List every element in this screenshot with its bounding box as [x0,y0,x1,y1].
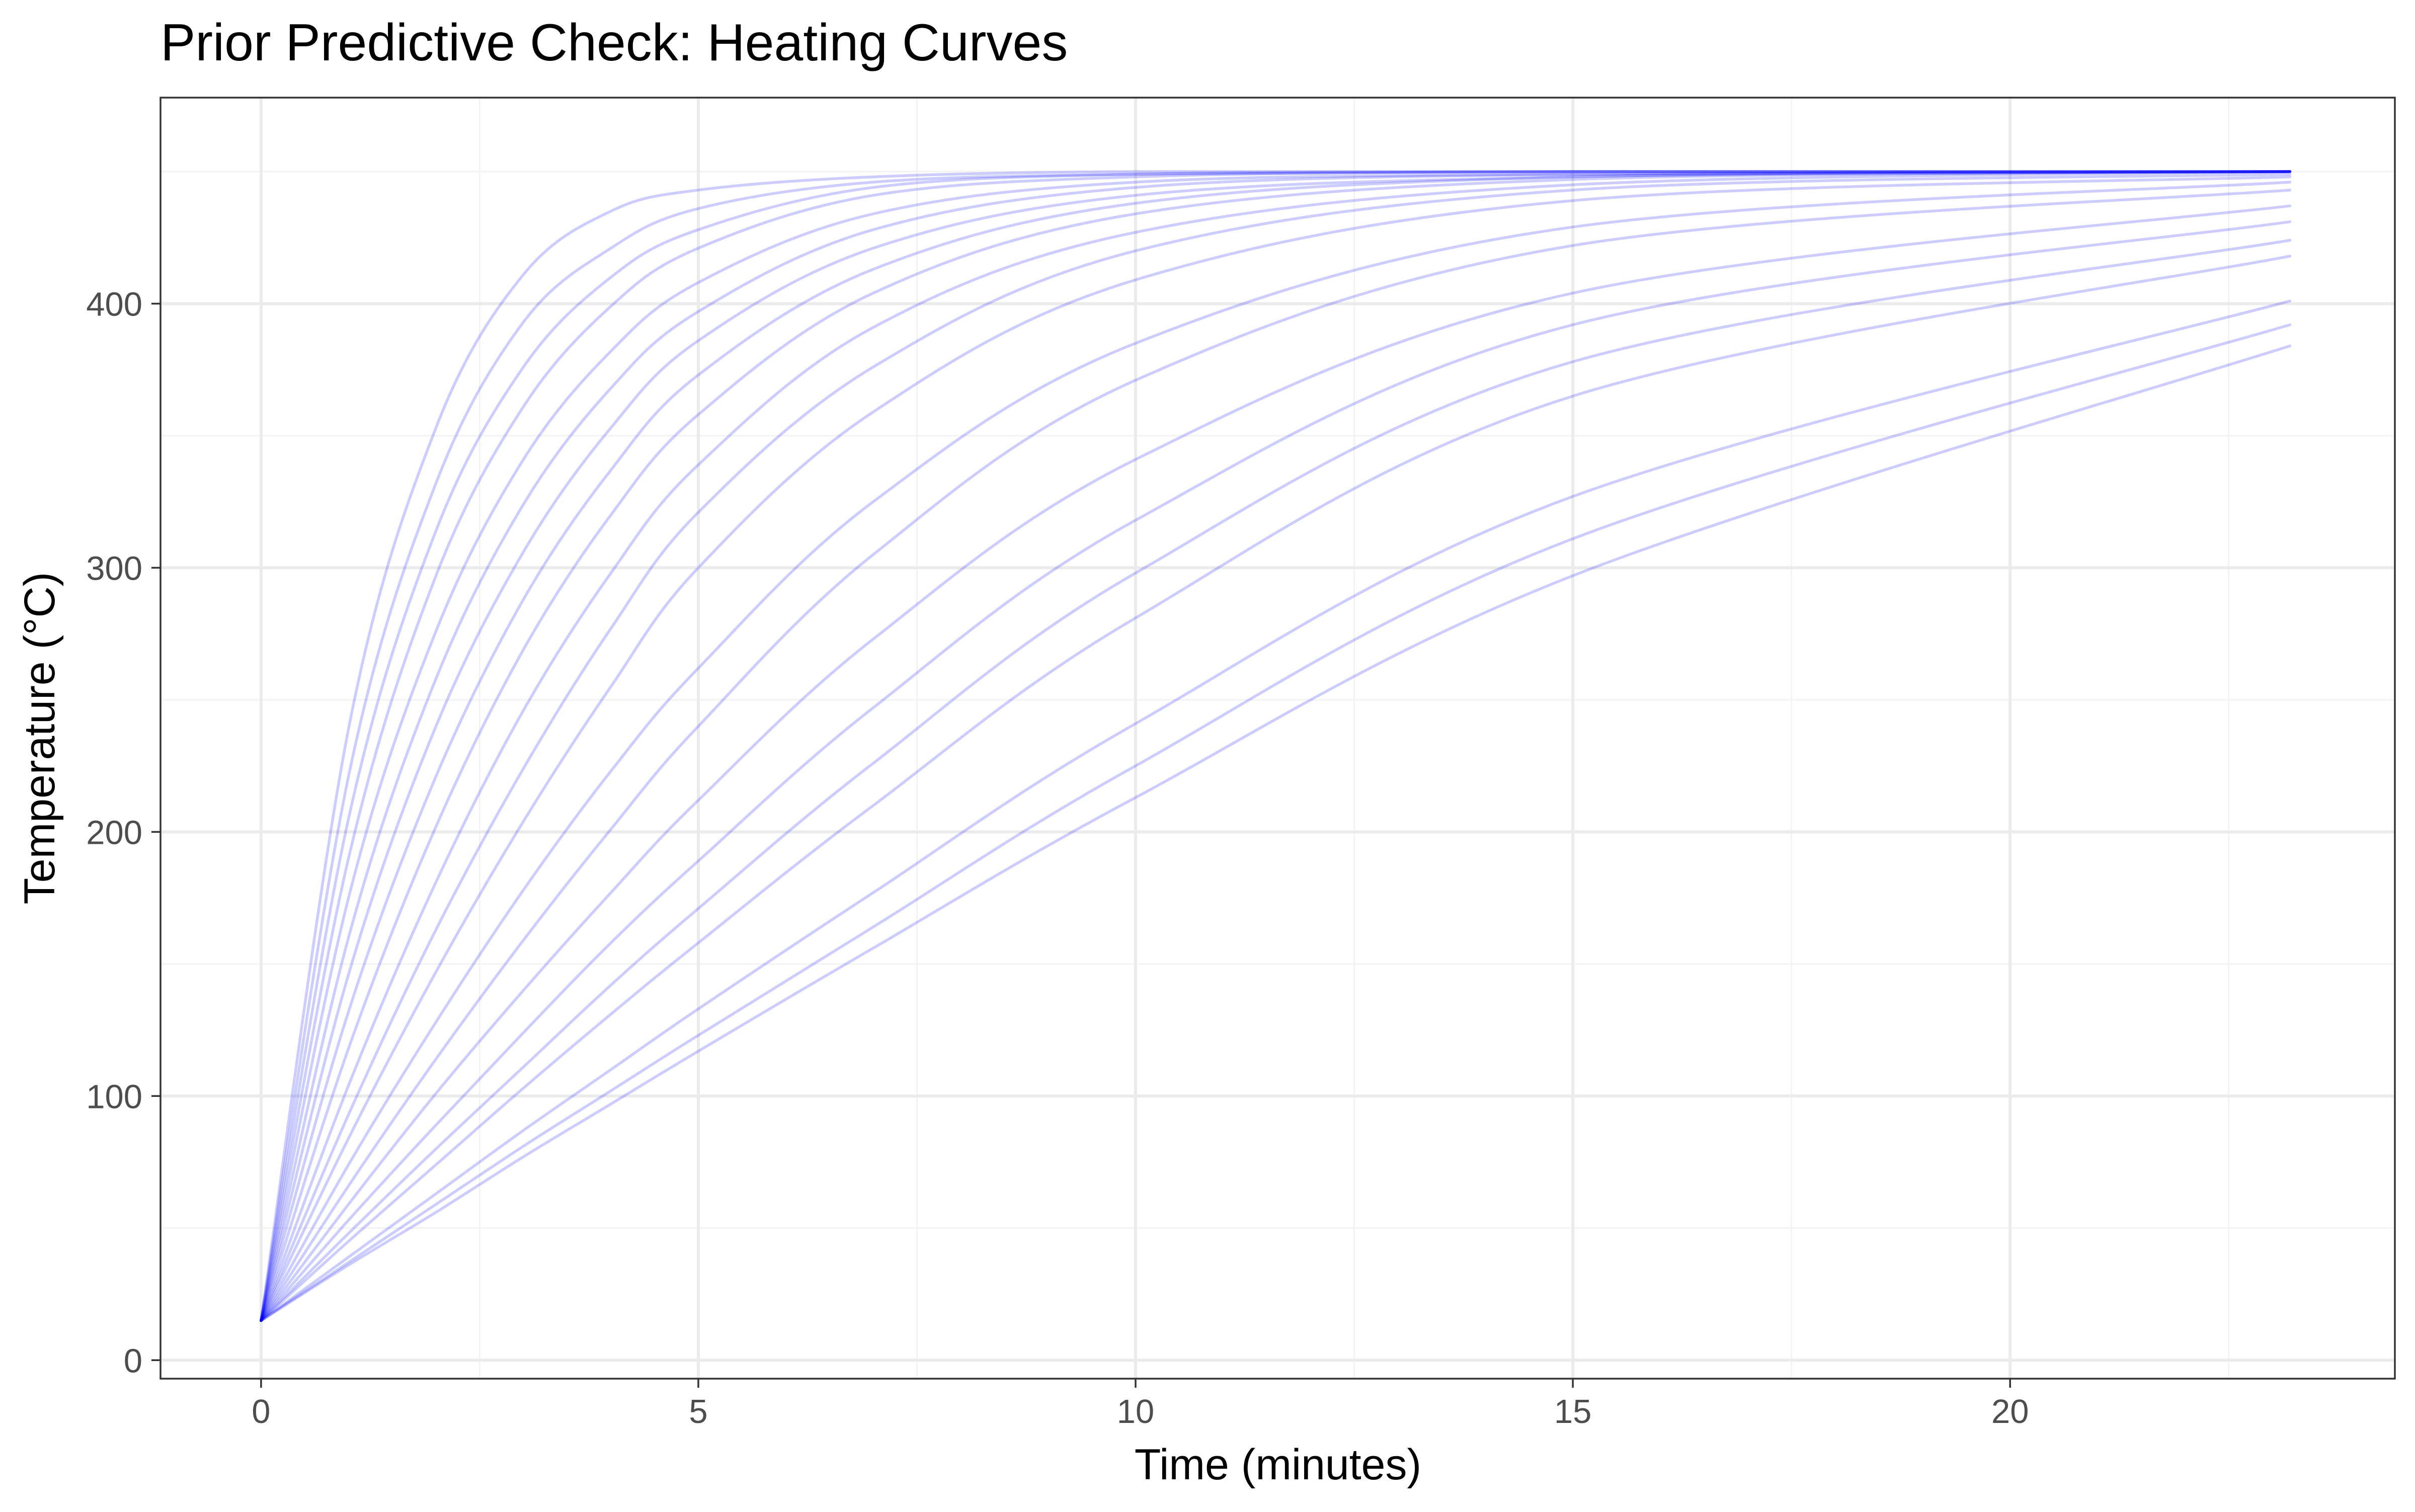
y-tick-label: 200 [86,814,142,851]
y-tick-label: 300 [86,549,142,587]
series-line [260,204,2292,1322]
y-axis-label: Temperature (°C) [16,572,64,904]
panel-border [159,97,2396,1380]
series-line [260,344,2292,1322]
x-tick-label: 20 [1991,1393,2029,1430]
series-line [260,170,2292,1322]
series-line [260,170,2292,1322]
y-tick-label: 100 [86,1078,142,1116]
x-tick-label: 10 [1117,1393,1155,1430]
series-line [260,220,2292,1322]
x-tick-label: 0 [252,1393,270,1430]
x-tick-label: 15 [1554,1393,1592,1430]
chart-title: Prior Predictive Check: Heating Curves [160,14,1068,72]
series-line [260,255,2292,1322]
series-line [260,323,2292,1322]
series-line [260,188,2292,1322]
series-line [260,170,2292,1322]
series-line [260,181,2292,1322]
series-line [260,170,2292,1322]
series-lines [260,170,2292,1322]
series-line [260,170,2292,1322]
series-line [260,175,2292,1322]
series-line [260,299,2292,1322]
series-line [260,170,2292,1322]
series-line [260,170,2292,1322]
x-tick-label: 5 [689,1393,707,1430]
series-line [260,238,2292,1322]
series-line [260,170,2292,1322]
grid-layer [160,98,2395,1379]
x-axis-label: Time (minutes) [1135,1441,1421,1489]
series-line [260,170,2292,1322]
y-tick-label: 400 [86,285,142,323]
series-line [260,170,2292,1322]
series-line [260,173,2292,1322]
y-tick-label: 0 [124,1342,142,1380]
